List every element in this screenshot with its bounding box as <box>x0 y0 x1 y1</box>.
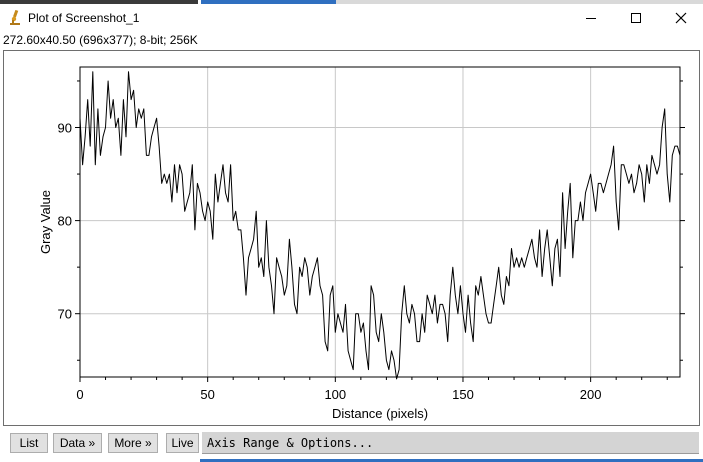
maximize-icon <box>631 13 641 23</box>
x-tick-label: 150 <box>452 387 474 402</box>
taskbar-accent <box>200 459 703 462</box>
window-title: Plot of Screenshot_1 <box>28 11 140 25</box>
taskbar-strip <box>0 0 703 4</box>
maximize-button[interactable] <box>613 4 659 32</box>
title-bar: Plot of Screenshot_1 <box>0 4 703 32</box>
y-tick-label: 70 <box>58 307 72 322</box>
axis-ticks <box>75 80 685 382</box>
y-tick-label: 90 <box>58 121 72 136</box>
x-axis-label: Distance (pixels) <box>332 406 428 421</box>
minimize-button[interactable] <box>568 4 614 32</box>
x-tick-label: 100 <box>324 387 346 402</box>
live-button[interactable]: Live <box>166 433 199 453</box>
plot-area-border <box>79 66 681 378</box>
x-tick-label: 50 <box>200 387 214 402</box>
minimize-icon <box>586 18 596 19</box>
data-button[interactable]: Data » <box>53 433 102 453</box>
grid-lines <box>80 67 680 377</box>
y-tick-labels: 70 80 90 <box>58 121 72 322</box>
x-tick-label: 200 <box>580 387 602 402</box>
button-bar: List Data » More » Live Axis Range & Opt… <box>0 428 703 462</box>
series-line <box>79 71 681 380</box>
profile-plot: 0 50 100 150 200 70 80 90 Distance (pixels) Gr… <box>38 66 685 421</box>
axis-range-options-button[interactable]: Axis Range & Options... <box>202 432 699 454</box>
more-button[interactable]: More » <box>108 433 158 453</box>
list-button[interactable]: List <box>10 433 48 453</box>
close-icon <box>675 12 687 24</box>
y-tick-label: 80 <box>58 214 72 229</box>
x-tick-label: 0 <box>76 387 83 402</box>
y-axis-label: Gray Value <box>38 190 53 254</box>
x-tick-labels: 0 50 100 150 200 <box>76 387 601 402</box>
microscope-icon <box>8 9 22 26</box>
image-info: 272.60x40.50 (696x377); 8-bit; 256K <box>3 33 198 47</box>
close-button[interactable] <box>658 4 703 32</box>
plot-panel: 0 50 100 150 200 70 80 90 Distance (pixels) Gr… <box>3 50 700 426</box>
